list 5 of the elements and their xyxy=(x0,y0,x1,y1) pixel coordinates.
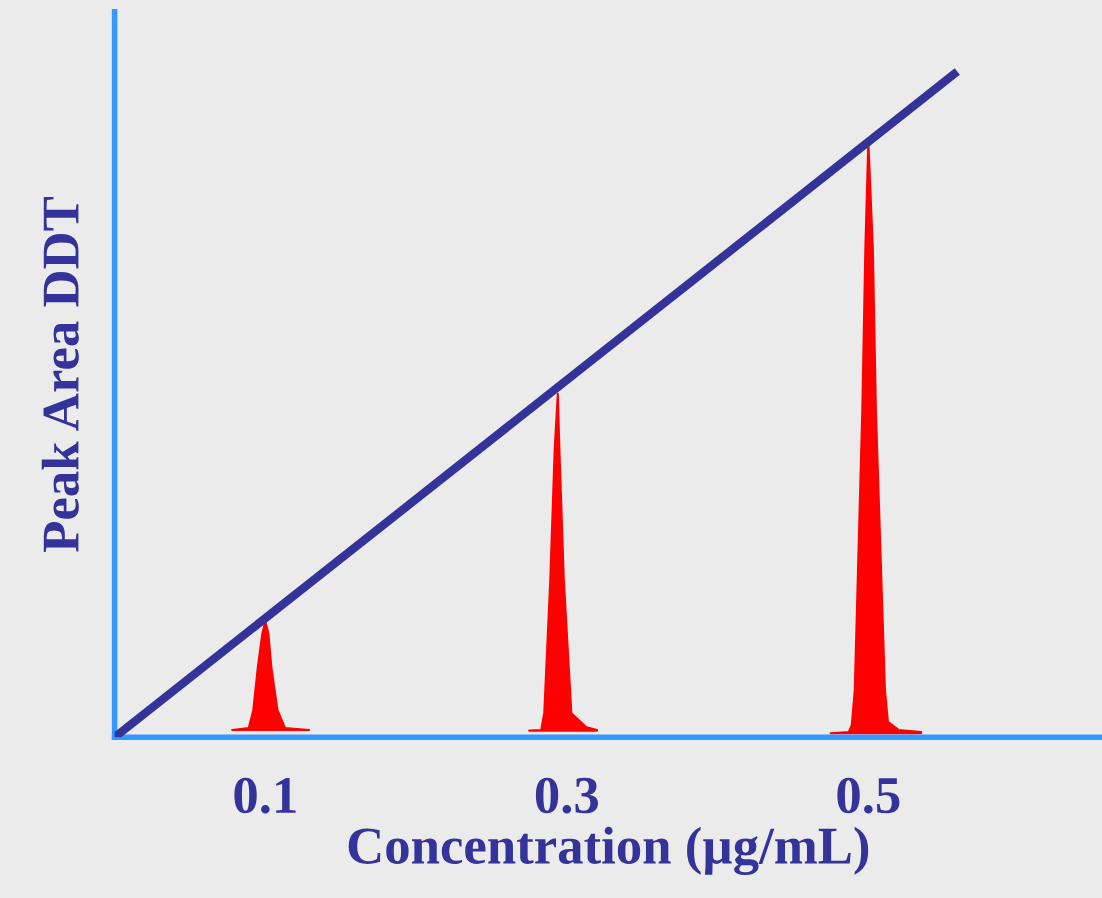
x-tick-label: 0.5 xyxy=(837,777,900,814)
x-axis-title: Concentration (µg/mL) xyxy=(348,826,869,876)
x-tick-label: 0.3 xyxy=(535,777,599,814)
x-tick-label: 0.1 xyxy=(234,777,296,814)
y-axis-title: Peak Area DDT xyxy=(41,196,79,552)
